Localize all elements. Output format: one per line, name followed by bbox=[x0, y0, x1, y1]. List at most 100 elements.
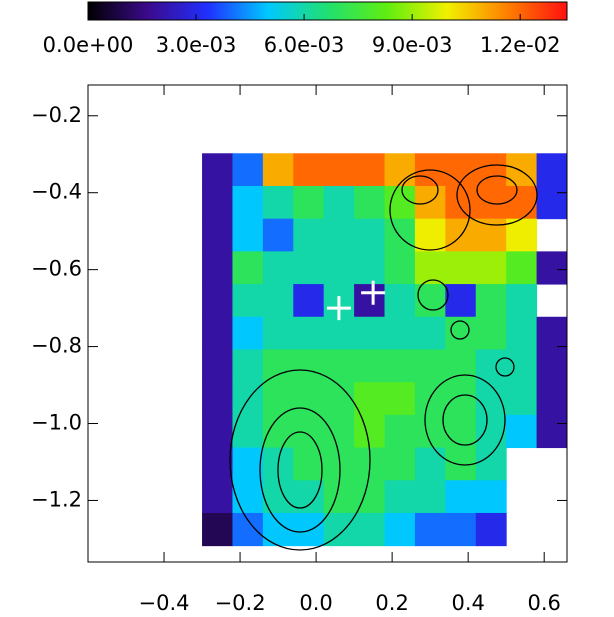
heatmap-cell bbox=[384, 316, 416, 350]
heatmap-cell bbox=[384, 251, 416, 285]
heatmap-cell bbox=[536, 316, 568, 350]
contour bbox=[456, 164, 538, 226]
heatmap-cell bbox=[293, 251, 325, 285]
cross-marker bbox=[361, 280, 386, 305]
heatmap-cell bbox=[414, 251, 446, 285]
x-tick-label: −0.4 bbox=[139, 591, 190, 615]
colorbar-tick-label: 6.0e-03 bbox=[264, 33, 345, 57]
heatmap-cell bbox=[202, 512, 233, 547]
contour bbox=[476, 175, 518, 205]
contour bbox=[259, 407, 341, 533]
heatmap-cell bbox=[506, 349, 538, 383]
heatmap-cell bbox=[445, 512, 477, 547]
heatmap-cell bbox=[445, 480, 477, 514]
heatmap-cell bbox=[384, 218, 416, 252]
heatmap bbox=[202, 153, 568, 547]
heatmap-cell bbox=[414, 480, 446, 514]
heatmap-cell bbox=[323, 185, 355, 220]
x-tick-label: 0.6 bbox=[527, 591, 560, 615]
colorbar-tick-label: 0.0e+00 bbox=[43, 33, 134, 57]
heatmap-cell bbox=[445, 316, 477, 350]
heatmap-cell bbox=[232, 153, 264, 187]
heatmap-cell bbox=[262, 316, 294, 350]
heatmap-cell bbox=[202, 284, 233, 318]
heatmap-cell bbox=[323, 218, 355, 252]
heatmap-cell bbox=[384, 480, 416, 514]
heatmap-cell bbox=[445, 185, 477, 220]
heatmap-cell bbox=[262, 284, 294, 318]
heatmap-cell bbox=[202, 414, 233, 449]
heatmap-cell bbox=[202, 218, 233, 252]
contours bbox=[229, 164, 538, 551]
heatmap-cell bbox=[414, 218, 446, 252]
heatmap-cell bbox=[293, 414, 325, 449]
x-tick-label: 0.4 bbox=[451, 591, 484, 615]
heatmap-cell bbox=[536, 349, 568, 383]
contour bbox=[229, 369, 371, 551]
heatmap-cell bbox=[354, 512, 386, 547]
contour bbox=[442, 394, 488, 446]
heatmap-cell bbox=[445, 382, 477, 416]
heatmap-cell bbox=[384, 447, 416, 481]
heatmap-cell bbox=[536, 153, 568, 187]
heatmap-cell bbox=[262, 218, 294, 252]
heatmap-cell bbox=[232, 251, 264, 285]
y-tick-label: −1.0 bbox=[31, 411, 82, 435]
y-tick-label: −0.2 bbox=[31, 103, 82, 127]
heatmap-cell bbox=[384, 414, 416, 449]
heatmap-cell bbox=[475, 251, 507, 285]
heatmap-cell bbox=[293, 349, 325, 383]
heatmap-cell bbox=[384, 284, 416, 318]
heatmap-cell bbox=[536, 251, 568, 285]
contour bbox=[389, 169, 471, 251]
heatmap-cell bbox=[475, 185, 507, 220]
heatmap-cell bbox=[262, 414, 294, 449]
heatmap-cell bbox=[475, 316, 507, 350]
heatmap-cell bbox=[323, 316, 355, 350]
heatmap-cell bbox=[232, 316, 264, 350]
y-tick-label: −0.6 bbox=[31, 257, 82, 281]
heatmap-cell bbox=[475, 414, 507, 449]
heatmap-cell bbox=[536, 382, 568, 416]
y-tick-label: −1.2 bbox=[31, 487, 82, 511]
heatmap-cell bbox=[536, 414, 568, 449]
heatmap-cell bbox=[384, 382, 416, 416]
heatmap-cell bbox=[293, 218, 325, 252]
heatmap-cell bbox=[506, 316, 538, 350]
heatmap-cell bbox=[414, 185, 446, 220]
heatmap-cell bbox=[323, 349, 355, 383]
heatmap-cell bbox=[323, 153, 355, 187]
heatmap-cell bbox=[354, 382, 386, 416]
heatmap-cell bbox=[202, 251, 233, 285]
colorbar-tick-label: 3.0e-03 bbox=[156, 33, 237, 57]
heatmap-cell bbox=[293, 512, 325, 547]
heatmap-cell bbox=[414, 382, 446, 416]
heatmap-cell bbox=[354, 316, 386, 350]
heatmap-cell bbox=[202, 349, 233, 383]
heatmap-cell bbox=[506, 185, 538, 220]
contour bbox=[277, 431, 323, 509]
heatmap-cell bbox=[293, 447, 325, 481]
heatmap-cell bbox=[354, 218, 386, 252]
heatmap-cell bbox=[475, 480, 507, 514]
heatmap-cell bbox=[202, 153, 233, 187]
heatmap-cell bbox=[384, 349, 416, 383]
y-tick-label: −0.4 bbox=[31, 180, 82, 204]
heatmap-cell bbox=[202, 185, 233, 220]
heatmap-cell bbox=[232, 512, 264, 547]
x-tick-label: 0.0 bbox=[299, 591, 332, 615]
heatmap-cell bbox=[414, 316, 446, 350]
heatmap-cell bbox=[384, 153, 416, 187]
heatmap-cell bbox=[232, 349, 264, 383]
heatmap-cell bbox=[262, 185, 294, 220]
contour bbox=[450, 320, 470, 340]
heatmap-cell bbox=[475, 218, 507, 252]
heatmap-cell bbox=[475, 382, 507, 416]
contour bbox=[424, 374, 506, 466]
heatmap-cell bbox=[354, 284, 386, 318]
heatmap-cell bbox=[506, 382, 538, 416]
heatmap-cell bbox=[414, 349, 446, 383]
plot-frame bbox=[87, 84, 568, 563]
heatmap-cell bbox=[262, 480, 294, 514]
